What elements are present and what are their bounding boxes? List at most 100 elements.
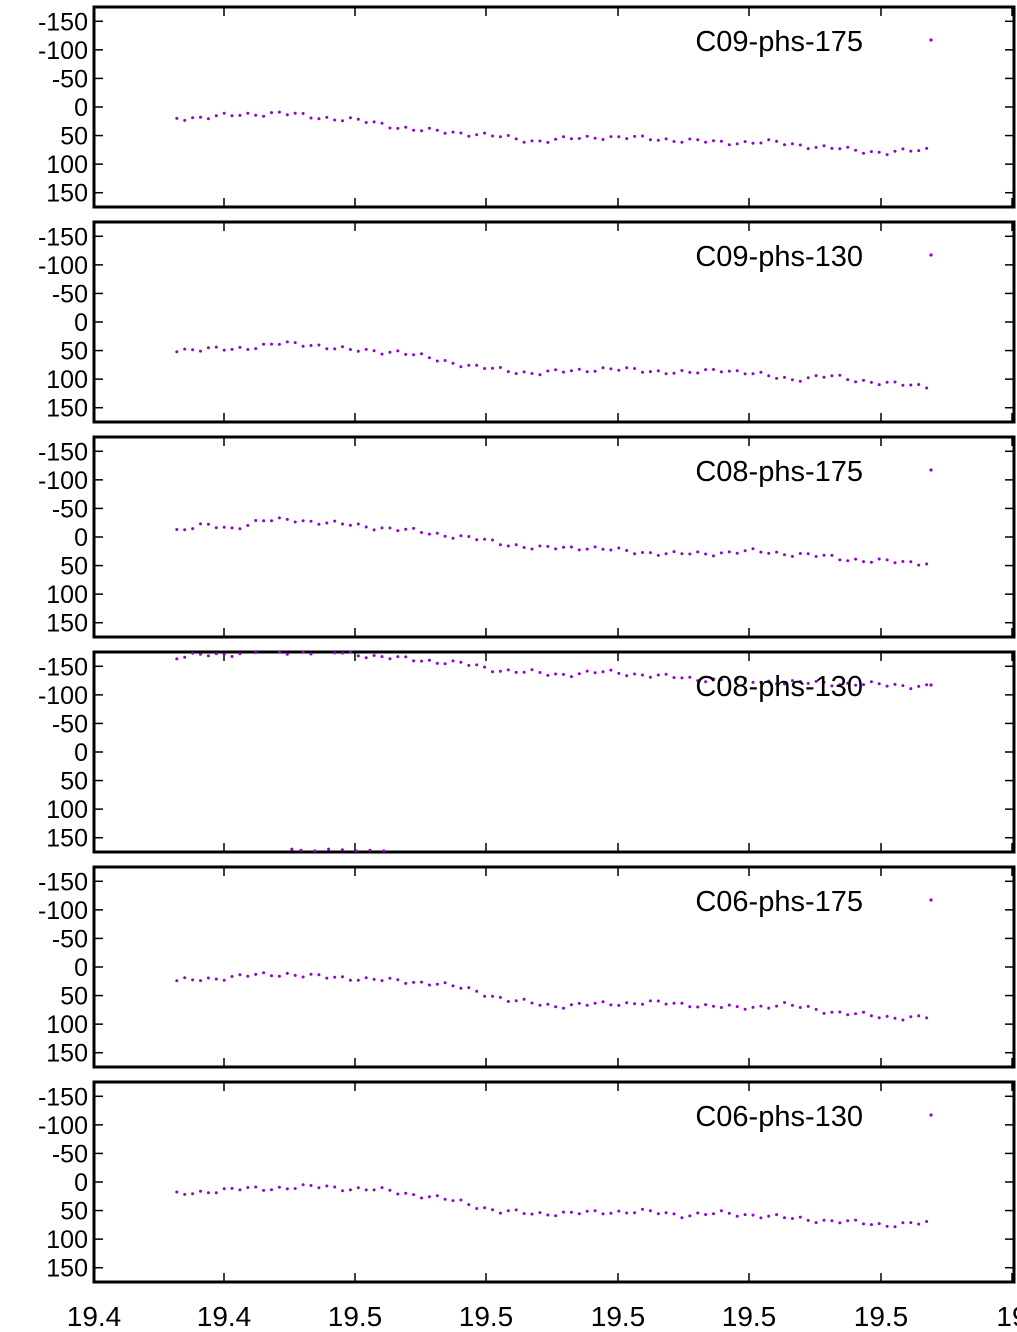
y-tick-label: 150	[46, 825, 88, 853]
panel-frame	[92, 650, 1016, 854]
data-point	[191, 651, 195, 655]
data-point	[759, 1216, 763, 1220]
data-point	[712, 368, 715, 371]
data-point	[222, 111, 226, 115]
data-point	[412, 353, 416, 357]
data-point	[846, 1219, 850, 1223]
data-point	[917, 383, 921, 386]
data-point	[735, 1214, 739, 1218]
data-point	[435, 661, 439, 665]
data-point	[427, 532, 431, 536]
data-point	[293, 520, 297, 524]
data-point	[759, 550, 763, 554]
data-point	[199, 979, 202, 983]
data-point	[569, 675, 573, 679]
data-point	[522, 1212, 526, 1216]
data-point	[506, 544, 510, 548]
data-point	[427, 126, 431, 130]
data-point	[230, 975, 234, 978]
y-tick-label: -150	[38, 223, 88, 251]
x-tick-label: 19.5	[591, 1301, 646, 1332]
y-tick-label: -50	[52, 1140, 88, 1168]
data-point	[625, 549, 629, 552]
data-point	[451, 536, 455, 540]
data-point	[790, 1217, 794, 1220]
data-point	[498, 669, 502, 673]
data-point	[783, 143, 786, 147]
data-point	[396, 349, 400, 353]
y-tick-label: -100	[38, 467, 88, 495]
data-point	[656, 553, 660, 557]
data-point	[412, 128, 416, 132]
data-point	[420, 659, 423, 663]
legend-label: C09-phs-175	[695, 26, 863, 58]
data-point	[641, 1207, 644, 1211]
data-point	[719, 551, 723, 555]
data-point	[759, 680, 763, 684]
data-point	[199, 1189, 202, 1193]
panel-frame	[92, 865, 1016, 1069]
panel-frame	[92, 220, 1016, 424]
data-point	[364, 347, 368, 351]
data-point	[719, 1209, 723, 1213]
data-point	[530, 139, 534, 143]
data-point	[885, 684, 889, 688]
y-tick-label: 150	[46, 1040, 88, 1068]
data-point	[617, 546, 621, 550]
data-point	[498, 135, 502, 139]
data-point	[656, 673, 660, 677]
data-point	[790, 142, 794, 146]
data-point	[633, 552, 637, 556]
data-point	[909, 560, 913, 564]
data-point	[420, 1196, 423, 1200]
legend-marker	[929, 468, 933, 472]
data-point	[854, 683, 858, 687]
data-point	[364, 656, 368, 660]
data-point	[893, 380, 897, 384]
data-point	[498, 543, 502, 547]
data-point	[230, 1186, 234, 1190]
data-point	[382, 849, 386, 853]
data-point	[925, 146, 929, 150]
data-point	[443, 534, 447, 538]
data-point	[885, 1014, 889, 1018]
data-point	[862, 1222, 865, 1226]
data-point	[704, 1213, 708, 1216]
data-point	[443, 981, 447, 985]
legend-label: C08-phs-175	[695, 456, 863, 488]
data-point	[593, 369, 597, 373]
data-point	[396, 126, 400, 130]
data-point	[364, 525, 368, 529]
data-point	[230, 655, 234, 658]
data-point	[206, 1191, 210, 1195]
data-point	[601, 1212, 605, 1216]
data-point	[767, 374, 771, 378]
x-tick-label: 19.5	[854, 1301, 909, 1332]
data-point	[767, 1006, 771, 1010]
data-point	[333, 651, 337, 655]
data-point	[775, 376, 779, 380]
data-point	[475, 663, 479, 667]
data-point	[869, 150, 873, 154]
data-point	[254, 651, 258, 655]
data-point	[751, 141, 755, 145]
data-point	[530, 372, 534, 375]
data-point	[735, 551, 739, 555]
data-point	[830, 684, 834, 688]
data-point	[348, 116, 352, 120]
data-point	[327, 847, 331, 851]
data-point	[191, 1192, 195, 1196]
data-point	[277, 1185, 281, 1189]
data-point	[601, 1000, 605, 1004]
data-point	[538, 1211, 542, 1215]
y-tick-label: -50	[52, 65, 88, 93]
data-point	[270, 519, 273, 523]
data-point	[238, 1188, 242, 1192]
data-point	[435, 1194, 439, 1198]
data-point	[806, 1218, 810, 1222]
data-point	[451, 984, 455, 988]
data-point	[388, 1188, 392, 1192]
data-point	[270, 1188, 273, 1192]
data-point	[404, 981, 408, 985]
